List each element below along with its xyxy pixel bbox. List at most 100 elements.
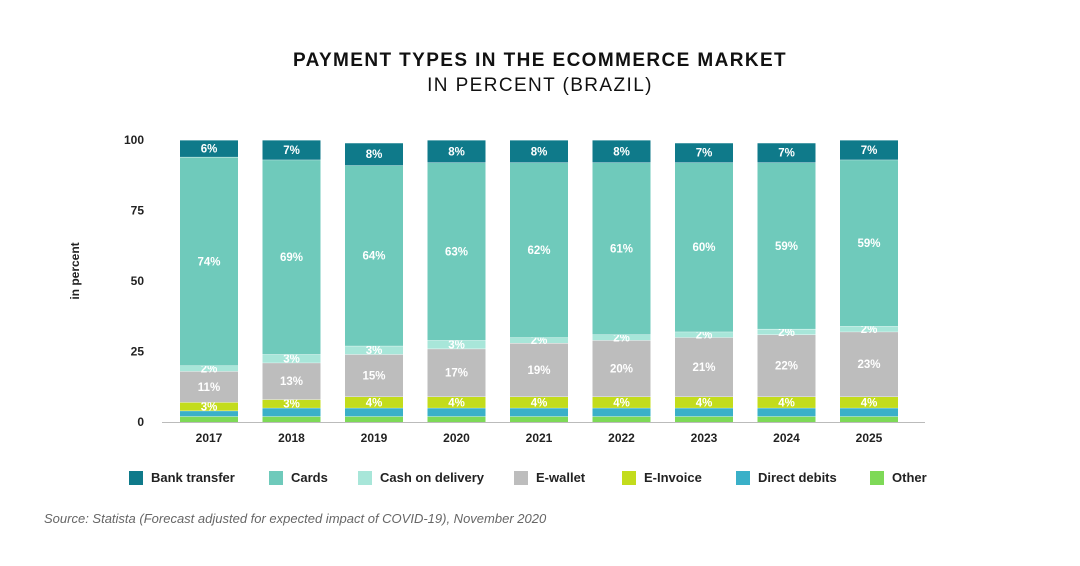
legend-label: E-Invoice: [644, 470, 702, 485]
bar-segment: [427, 162, 486, 341]
bar-segment: [262, 416, 321, 422]
data-label: 8%: [613, 146, 630, 158]
data-label: 7%: [283, 145, 300, 157]
bar-segment: [675, 337, 733, 397]
data-label: 3%: [283, 354, 300, 366]
y-tick-label: 0: [137, 415, 144, 429]
bar-segment: [180, 140, 238, 157]
legend-label: Cards: [291, 470, 328, 485]
legend-label: Direct debits: [758, 470, 837, 485]
source-note: Source: Statista (Forecast adjusted for …: [44, 511, 547, 526]
data-label: 17%: [445, 368, 468, 380]
data-label: 11%: [198, 382, 220, 394]
legend-item: Bank transfer: [129, 470, 235, 485]
bar-segment: [840, 407, 898, 417]
y-tick-label: 75: [131, 204, 145, 218]
data-label: 2%: [613, 332, 630, 344]
bar-segment: [262, 362, 321, 400]
x-tick-label: 2025: [856, 431, 883, 445]
data-label: 23%: [857, 359, 880, 371]
legend: Bank transfer Cards Cash on delivery E-wall…: [0, 470, 1080, 490]
bar-segment: [840, 140, 898, 160]
bar-segment: [427, 348, 486, 397]
data-label: 60%: [692, 242, 715, 254]
bar-segment: [675, 396, 733, 408]
bar-segment: [675, 416, 733, 422]
bar-segment: [840, 396, 898, 408]
data-label: 3%: [448, 339, 465, 351]
bar-segment: [510, 162, 568, 338]
bar-segment: [345, 345, 403, 355]
bar-segment: [427, 416, 486, 422]
data-label: 2%: [696, 330, 713, 342]
bar-segment: [675, 142, 733, 163]
legend-item: E-Invoice: [622, 470, 702, 485]
bar-segment: [427, 407, 486, 417]
bar-segment: [675, 331, 733, 338]
legend-label: Other: [892, 470, 927, 485]
y-tick-label: 100: [124, 133, 144, 147]
bar-segment: [262, 159, 321, 355]
data-label: 3%: [201, 401, 218, 413]
bar-segment: [262, 140, 321, 160]
data-label: 2%: [201, 363, 218, 375]
data-label: 7%: [861, 145, 878, 157]
data-label: 8%: [531, 146, 548, 158]
data-label: 64%: [362, 251, 385, 263]
bar-segment: [757, 396, 816, 408]
data-label: 69%: [280, 252, 303, 264]
bar-segment: [757, 407, 816, 417]
legend-swatch: [358, 470, 372, 485]
bar-segment: [592, 162, 651, 335]
data-label: 2%: [861, 324, 878, 336]
bar-segment: [262, 407, 321, 417]
bar-segment: [180, 410, 238, 417]
data-label: 62%: [527, 245, 550, 257]
data-label: 59%: [775, 241, 798, 253]
data-label: 7%: [778, 148, 795, 160]
legend-label: Cash on delivery: [380, 470, 485, 485]
bar-segment: [262, 399, 321, 408]
bar-segment: [345, 416, 403, 422]
y-axis-label: in percent: [68, 242, 82, 299]
legend-label: Bank transfer: [151, 470, 235, 485]
bar-segment: [510, 343, 568, 397]
bar-segment: [592, 140, 651, 163]
data-label: 4%: [613, 397, 630, 409]
bar-segment: [427, 396, 486, 408]
legend-item: Direct debits: [736, 470, 837, 485]
bar-segment: [675, 162, 733, 332]
data-label: 63%: [445, 246, 468, 258]
bar-segment: [180, 402, 238, 411]
bar-segment: [180, 365, 238, 372]
y-tick-label: 50: [131, 274, 145, 288]
legend-item: E-wallet: [514, 470, 585, 485]
bar-segment: [840, 331, 898, 397]
bar-segment: [262, 354, 321, 363]
x-tick-label: 2024: [773, 431, 800, 445]
data-label: 20%: [610, 363, 633, 375]
data-label: 4%: [696, 397, 713, 409]
bar-segment: [180, 416, 238, 422]
x-tick-label: 2021: [526, 431, 553, 445]
legend-label: E-wallet: [536, 470, 586, 485]
data-label: 7%: [696, 148, 713, 160]
bar-segment: [510, 407, 568, 417]
bar-segment: [427, 340, 486, 349]
data-label: 19%: [527, 365, 550, 377]
bar-segment: [840, 416, 898, 422]
data-label: 2%: [531, 335, 548, 347]
bar-segment: [840, 326, 898, 332]
bar-segment: [510, 140, 568, 163]
legend-swatch: [129, 470, 143, 485]
x-axis: 2017 2018 2019 2020 2021 2022 2023 2024 2025: [162, 422, 925, 445]
bar-segment: [180, 371, 238, 403]
legend-swatch: [622, 470, 636, 485]
x-tick-label: 2017: [196, 431, 223, 445]
data-label: 74%: [197, 256, 220, 268]
bar-segment: [180, 156, 238, 366]
bar-segment: [592, 334, 651, 341]
data-label: 21%: [692, 362, 715, 374]
data-label: 4%: [366, 397, 383, 409]
